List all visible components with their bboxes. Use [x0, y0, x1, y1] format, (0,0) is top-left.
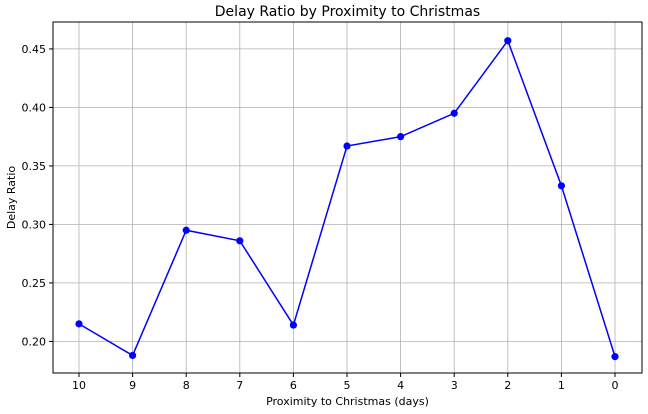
- data-point: [504, 37, 512, 45]
- x-tick-label: 1: [558, 379, 565, 392]
- y-tick-label: 0.30: [22, 218, 47, 231]
- grid-lines: [53, 22, 642, 373]
- data-point: [450, 109, 458, 117]
- y-tick-label: 0.20: [22, 335, 47, 348]
- data-point: [397, 133, 405, 141]
- x-tick-label: 6: [290, 379, 297, 392]
- plot-frame: [52, 21, 643, 374]
- data-point: [289, 321, 297, 329]
- data-point: [611, 353, 619, 361]
- x-tick-label: 3: [451, 379, 458, 392]
- data-point: [343, 142, 351, 150]
- y-tick-label: 0.40: [22, 101, 47, 114]
- y-tick-label: 0.45: [22, 43, 47, 56]
- x-tick-label: 2: [504, 379, 511, 392]
- x-tick-label: 7: [236, 379, 243, 392]
- y-tick-label: 0.35: [22, 160, 47, 173]
- data-point: [236, 237, 244, 245]
- data-point: [182, 226, 190, 234]
- x-tick-label: 5: [344, 379, 351, 392]
- data-point: [557, 182, 566, 190]
- series-group: [75, 37, 619, 361]
- chart-title: Delay Ratio by Proximity to Christmas: [215, 4, 480, 20]
- x-tick-label: 8: [183, 379, 190, 392]
- x-tick-label: 9: [129, 379, 136, 392]
- y-tick-label: 0.25: [22, 277, 47, 290]
- axis-ticks: 10 9 8 7 6 5 4 3 2 1 00.200.250.300.350.400.45: [22, 43, 619, 392]
- x-tick-label: 10: [72, 379, 86, 392]
- y-axis-label: Delay Ratio: [5, 166, 18, 230]
- x-tick-label: 4: [397, 379, 404, 392]
- x-axis-label: Proximity to Christmas (days): [266, 395, 429, 408]
- x-tick-label: 0: [612, 379, 619, 392]
- data-point: [129, 351, 137, 360]
- data-point: [75, 320, 83, 328]
